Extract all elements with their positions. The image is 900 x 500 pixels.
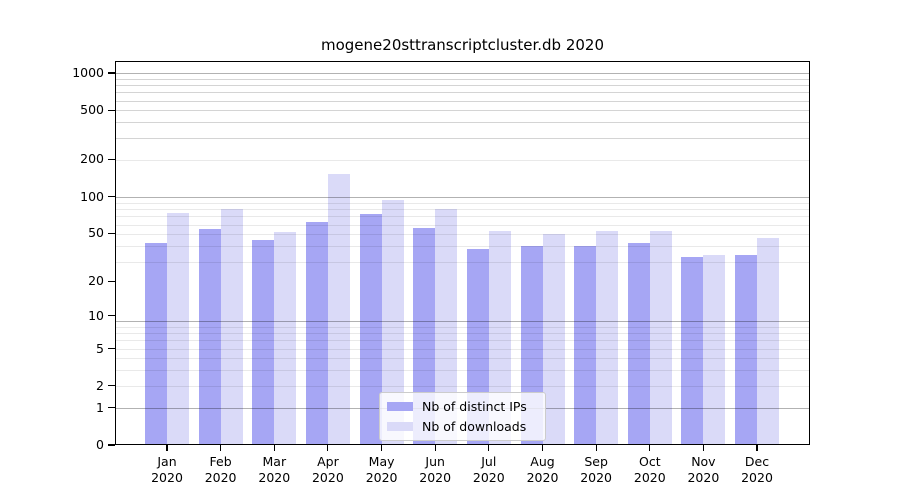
- bar-downloads-oct: [649, 231, 672, 445]
- bar-distinct-ips-oct: [627, 242, 650, 445]
- x-tick-label-apr: Apr 2020: [311, 454, 344, 485]
- y-tick-label: 500: [80, 102, 104, 118]
- bar-downloads-sep: [596, 231, 619, 445]
- bar-downloads-may: [381, 199, 404, 445]
- x-tick-label-oct: Oct 2020: [633, 454, 666, 485]
- y-tick-mark: [108, 280, 115, 282]
- x-tick-mark: [488, 445, 490, 451]
- y-tick-label: 1000: [72, 65, 104, 80]
- y-tick-label: 2: [96, 377, 104, 393]
- bar-downloads-jan: [167, 213, 189, 445]
- x-tick-mark: [541, 445, 544, 451]
- x-tick-label-sep: Sep 2020: [580, 454, 612, 485]
- legend-label-downloads: Nb of downloads: [422, 419, 527, 434]
- y-tick-label: 5: [96, 340, 104, 356]
- bar-distinct-ips-apr: [305, 221, 328, 445]
- y-tick-mark: [108, 195, 115, 198]
- x-tick-mark: [273, 445, 275, 451]
- bar-distinct-ips-jun: [413, 228, 436, 445]
- x-tick-mark: [649, 445, 651, 451]
- y-tick-mark: [108, 444, 115, 446]
- legend-label-distinct-ips: Nb of distinct IPs: [422, 399, 527, 414]
- y-tick-mark: [108, 232, 115, 234]
- y-tick-label: 20: [88, 273, 104, 289]
- bar-distinct-ips-may: [359, 214, 382, 445]
- x-tick-label-mar: Mar 2020: [258, 454, 291, 485]
- y-tick-mark: [108, 347, 115, 350]
- x-tick-label-nov: Nov 2020: [687, 454, 720, 485]
- x-tick-mark: [595, 445, 597, 451]
- y-tick-mark: [108, 109, 115, 111]
- y-tick-mark: [108, 315, 115, 317]
- bar-downloads-jul: [488, 231, 511, 445]
- x-tick-mark: [381, 445, 383, 451]
- bar-downloads-jun: [435, 209, 458, 445]
- bars-layer: [115, 61, 810, 445]
- bar-downloads-aug: [542, 234, 565, 445]
- y-tick-label: 10: [88, 307, 104, 323]
- x-tick-label-jun: Jun 2020: [419, 454, 452, 485]
- x-tick-label-dec: Dec 2020: [741, 454, 773, 485]
- x-tick-label-jul: Jul 2020: [472, 454, 505, 485]
- legend-entry-distinct-ips: Nb of distinct IPs: [387, 399, 537, 414]
- y-tick-mark: [108, 72, 115, 74]
- legend-entry-downloads: Nb of downloads: [387, 419, 537, 434]
- x-tick-label-jan: Jan 2020: [151, 454, 183, 485]
- bar-distinct-ips-sep: [574, 246, 597, 445]
- y-tick-label: 50: [88, 225, 104, 241]
- bar-distinct-ips-mar: [252, 240, 275, 445]
- y-tick-mark: [108, 158, 115, 160]
- x-tick-mark: [327, 445, 329, 451]
- x-tick-mark: [756, 445, 758, 451]
- bar-downloads-dec: [757, 237, 779, 445]
- y-tick-label: 100: [80, 188, 104, 204]
- bar-distinct-ips-jan: [145, 242, 167, 445]
- x-tick-label-aug: Aug 2020: [526, 454, 559, 485]
- legend-swatch-downloads-icon: [387, 422, 413, 431]
- y-tick-label: 0: [96, 437, 104, 452]
- y-tick-mark: [108, 385, 115, 387]
- bar-downloads-feb: [220, 209, 243, 445]
- x-tick-label-may: May 2020: [365, 454, 398, 485]
- bar-distinct-ips-nov: [681, 256, 704, 445]
- x-tick-mark: [702, 445, 704, 451]
- legend-swatch-distinct-ips-icon: [387, 402, 413, 411]
- y-tick-mark: [108, 407, 115, 409]
- bar-downloads-apr: [327, 174, 350, 445]
- y-tick-label: 200: [80, 151, 104, 167]
- x-tick-label-feb: Feb 2020: [204, 454, 237, 485]
- bar-distinct-ips-dec: [735, 255, 757, 445]
- plot-area: Nb of distinct IPs Nb of downloads: [115, 61, 810, 445]
- legend: Nb of distinct IPs Nb of downloads: [379, 392, 546, 441]
- bar-downloads-nov: [703, 255, 726, 445]
- bar-downloads-mar: [274, 232, 297, 445]
- x-tick-mark: [434, 445, 436, 451]
- bar-distinct-ips-feb: [198, 229, 221, 445]
- x-tick-mark: [220, 445, 222, 451]
- chart-title: mogene20sttranscriptcluster.db 2020: [321, 36, 604, 54]
- x-tick-mark: [166, 445, 168, 451]
- y-tick-label: 1: [96, 399, 104, 415]
